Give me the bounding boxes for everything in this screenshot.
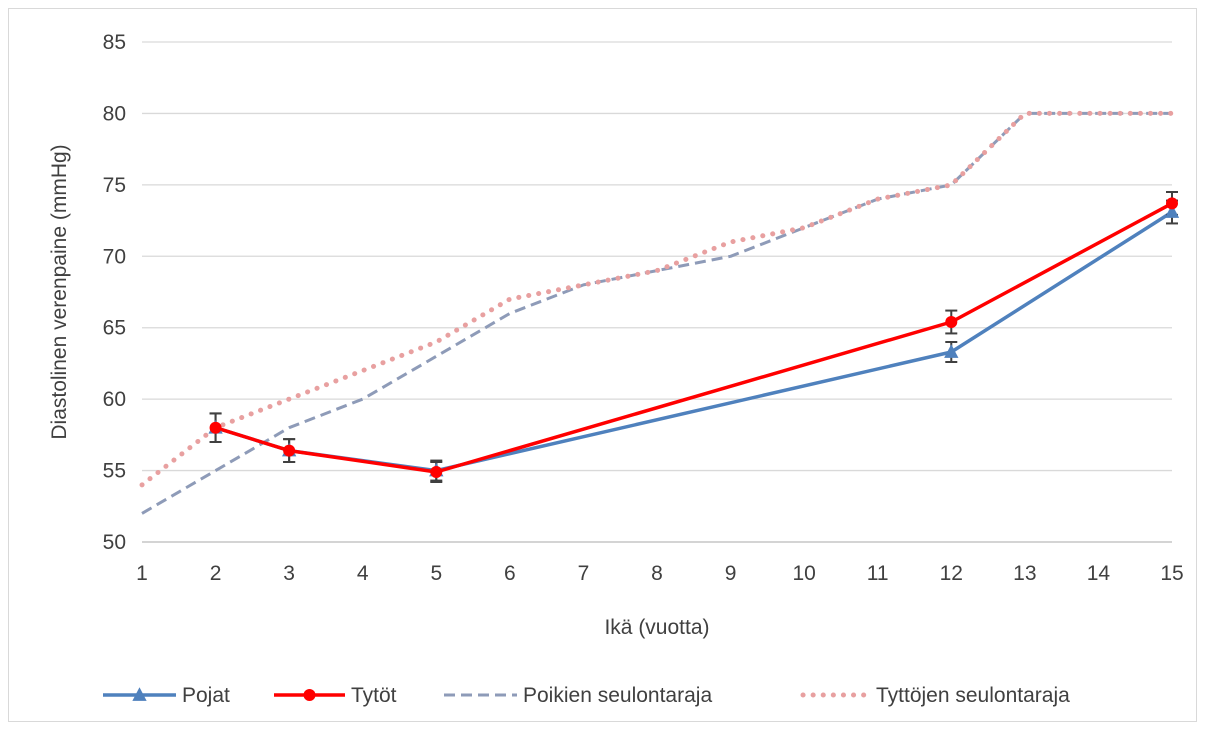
data-point: [944, 344, 959, 358]
x-tick-label: 8: [651, 562, 663, 585]
data-point: [209, 421, 222, 434]
x-tick-label: 15: [1160, 562, 1183, 585]
y-tick-label: 80: [103, 102, 126, 125]
x-tick-label: 1: [136, 562, 148, 585]
x-tick-label: 2: [210, 562, 222, 585]
x-tick-label: 5: [430, 562, 442, 585]
y-axis-title: Diastolinen verenpaine (mmHg): [48, 144, 71, 439]
legend-label: Tytöt: [351, 684, 397, 707]
legend-marker: [303, 689, 316, 701]
x-tick-label: 3: [283, 562, 295, 585]
x-tick-label: 4: [357, 562, 369, 585]
y-tick-label: 50: [103, 531, 126, 554]
x-tick-label: 9: [725, 562, 737, 585]
series-line-tytt-jen-seulontaraja: [139, 110, 1175, 488]
x-tick-label: 13: [1013, 562, 1036, 585]
legend-label: Tyttöjen seulontaraja: [876, 684, 1070, 707]
x-axis-title: Ikä (vuotta): [604, 616, 709, 639]
data-point: [283, 444, 296, 457]
y-tick-label: 60: [103, 388, 126, 411]
series-line-poikien-seulontaraja: [141, 111, 1172, 515]
y-tick-label: 75: [103, 174, 126, 197]
y-tick-label: 70: [103, 245, 126, 268]
legend-marker: [132, 687, 147, 701]
data-point: [945, 316, 958, 328]
y-tick-label: 85: [103, 31, 126, 54]
x-tick-label: 10: [792, 562, 815, 585]
legend-label: Poikien seulontaraja: [523, 684, 712, 707]
chart-frame: [8, 8, 1197, 722]
data-point: [430, 466, 443, 478]
legend-label: Pojat: [182, 684, 230, 707]
y-tick-label: 55: [103, 460, 126, 483]
data-point: [1164, 204, 1180, 218]
x-tick-label: 6: [504, 562, 516, 585]
x-tick-label: 11: [867, 562, 889, 585]
x-tick-label: 7: [578, 562, 590, 585]
x-tick-label: 12: [940, 562, 963, 585]
series-line-pojat: [215, 210, 1173, 473]
x-tick-label: 14: [1087, 562, 1111, 585]
series-line-tyt-t: [215, 201, 1173, 474]
y-tick-label: 65: [103, 317, 126, 340]
data-point: [1166, 197, 1178, 210]
